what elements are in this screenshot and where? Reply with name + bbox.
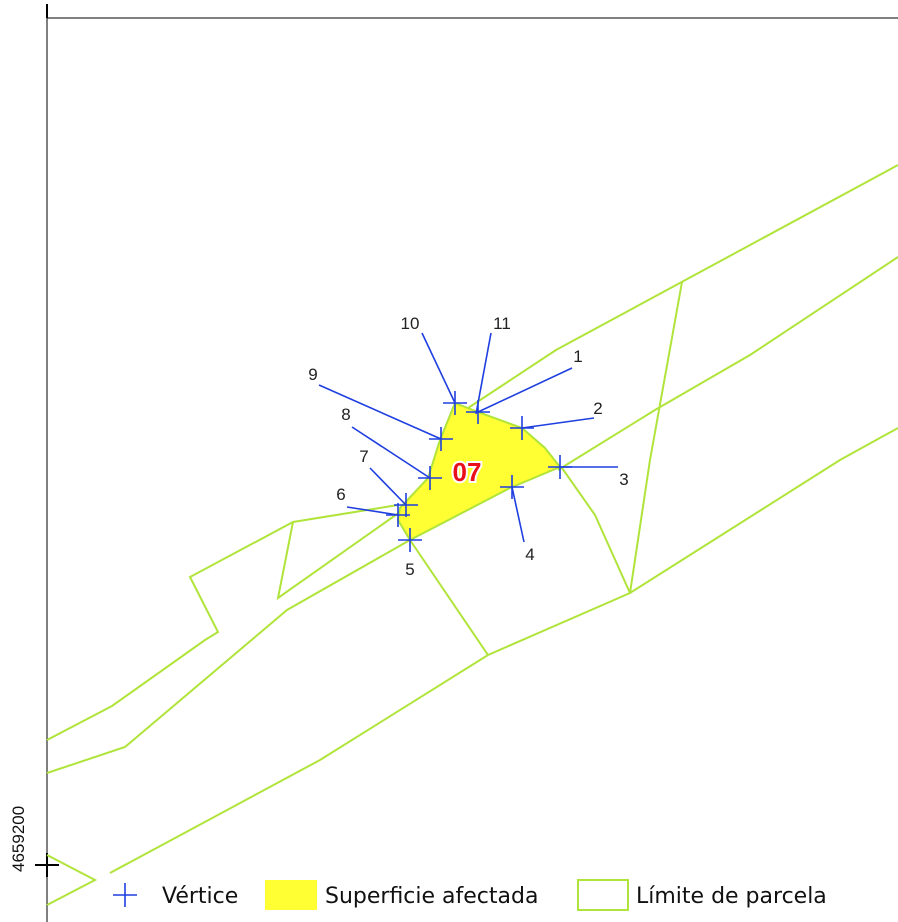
legend-area-symbol (265, 880, 317, 910)
legend-label: Vértice (162, 884, 238, 909)
vertex-labels: 1 2 3 4 5 6 7 8 9 10 11 (308, 314, 628, 579)
legend-vertex-symbol (113, 883, 137, 907)
vertex-label: 2 (593, 399, 602, 418)
legend-boundary-symbol (577, 879, 629, 911)
coord-cross (35, 853, 59, 877)
coordinate-label: 4659200 (9, 806, 28, 872)
parcel-label: 07 (453, 457, 482, 487)
vertex-label: 5 (405, 560, 414, 579)
vertex-label: 1 (573, 347, 582, 366)
vertex-label: 6 (336, 485, 345, 504)
parcel-boundaries (46, 164, 898, 906)
legend-label: Límite de parcela (636, 884, 827, 909)
legend: Vértice Superficie afectada Límite de pa… (113, 879, 827, 911)
vertex-label: 10 (401, 314, 420, 333)
vertices (318, 332, 618, 552)
vertex-label: 11 (493, 314, 511, 333)
vertex-label: 9 (308, 365, 317, 384)
legend-label: Superficie afectada (325, 884, 538, 909)
vertex-label: 4 (525, 545, 534, 564)
vertex-label: 8 (341, 405, 350, 424)
vertex-label: 7 (359, 447, 368, 466)
vertex-label: 3 (619, 470, 628, 489)
